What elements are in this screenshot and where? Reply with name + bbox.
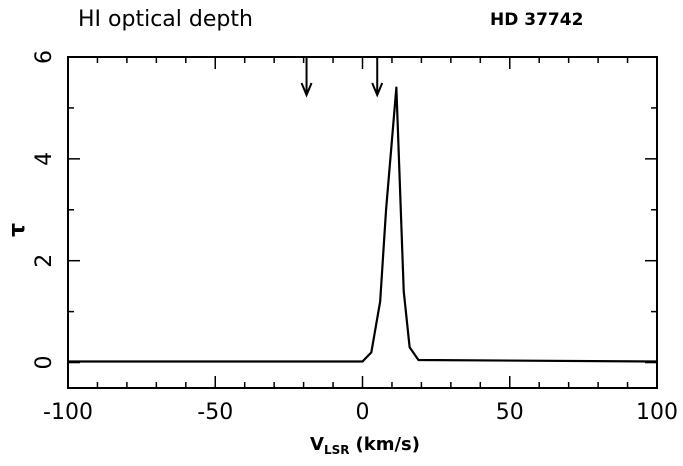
x-axis-label-sub: LSR — [324, 443, 350, 457]
plot-frame — [67, 56, 658, 389]
y-axis-label: τ — [5, 223, 30, 237]
y-tick-label: 2 — [32, 254, 57, 268]
data-line — [68, 86, 658, 363]
x-axis-label-main: V — [310, 434, 324, 455]
chart-title: HI optical depth — [78, 7, 253, 32]
y-tick-label: 6 — [32, 50, 57, 64]
x-tick-label: 100 — [636, 400, 678, 425]
x-tick-label: -50 — [197, 400, 233, 425]
x-axis-label: VLSR (km/s) — [310, 434, 420, 457]
x-tick-label: -100 — [43, 400, 93, 425]
arrow — [371, 57, 384, 98]
arrow — [300, 57, 313, 98]
y-tick-label: 0 — [32, 356, 57, 370]
chart-subtitle: HD 37742 — [490, 10, 583, 30]
x-tick-label: 50 — [496, 400, 524, 425]
x-tick-label: 0 — [356, 400, 370, 425]
y-tick-label: 4 — [32, 152, 57, 166]
x-axis-label-unit: (km/s) — [356, 434, 420, 455]
